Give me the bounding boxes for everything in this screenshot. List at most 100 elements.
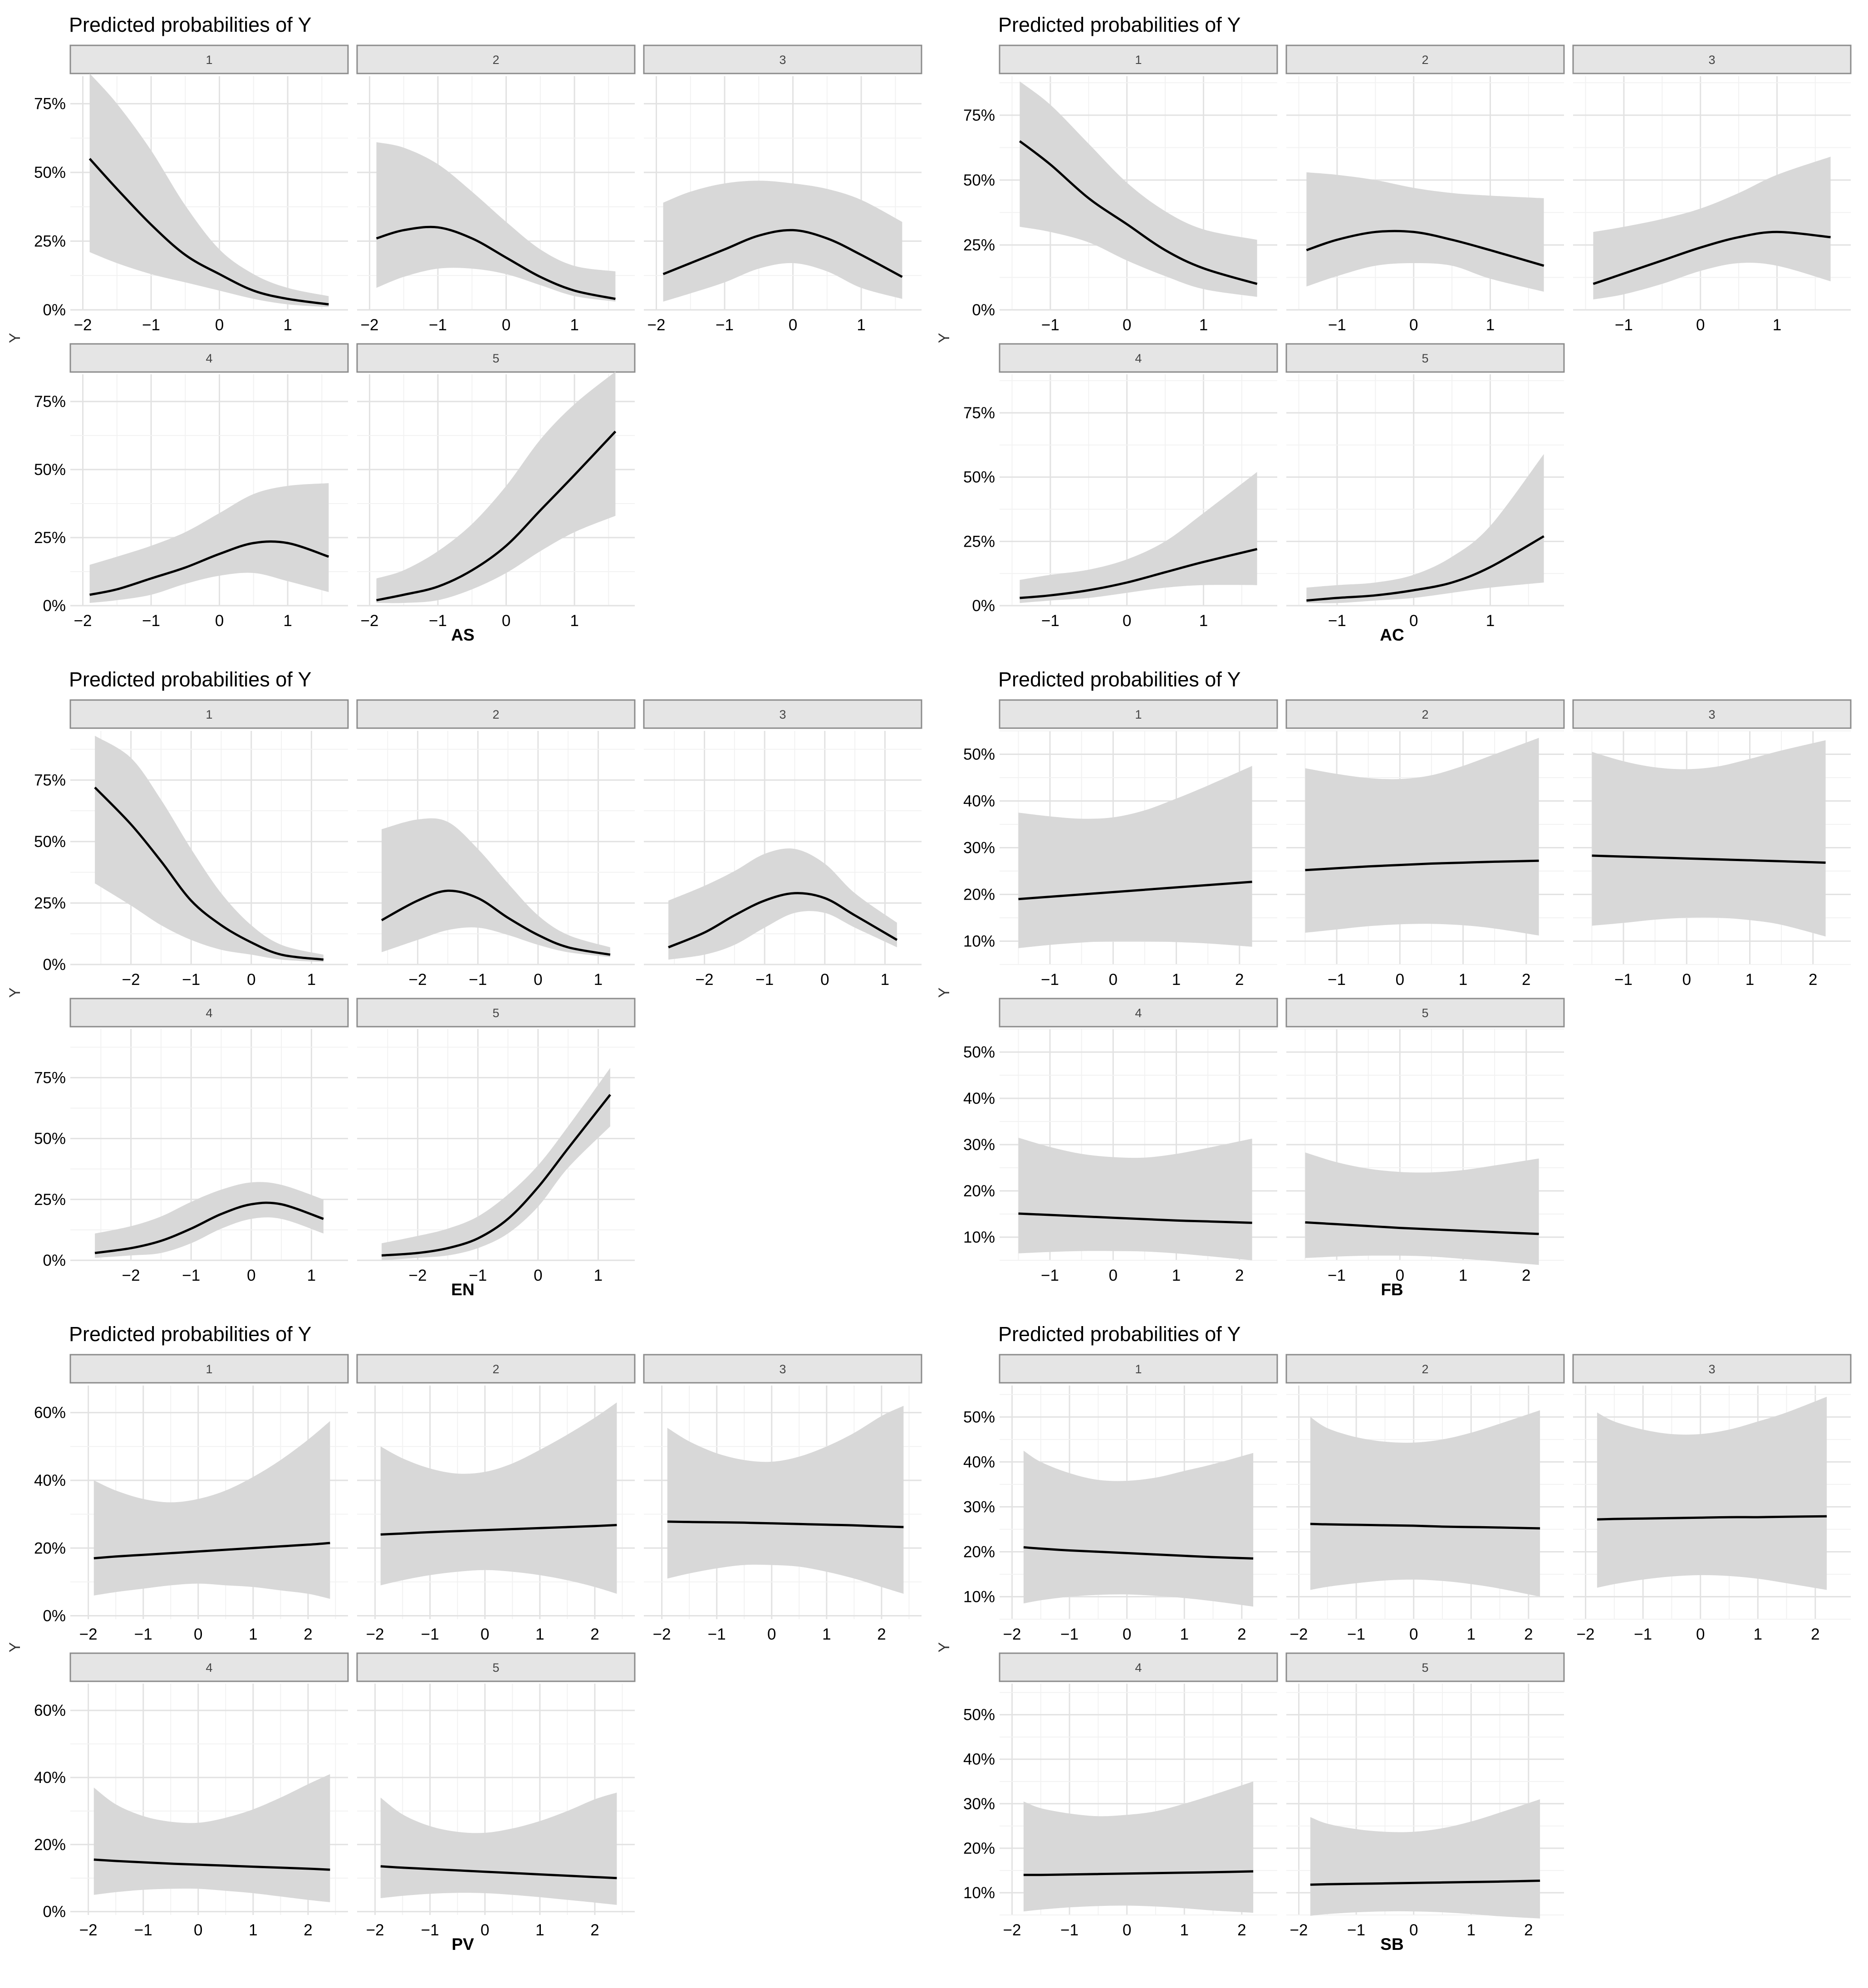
facet-strip (1285, 998, 1565, 1028)
x-tick-label: 2 (304, 1626, 312, 1643)
facet-strip-label: 4 (1135, 1661, 1142, 1675)
predicted-line (88, 158, 329, 306)
facet-strip-label: 1 (1135, 1362, 1142, 1376)
y-tick-label: 0% (972, 301, 995, 319)
facet-strip (69, 1652, 349, 1682)
facet-panel-3: 3 −2 −1 0 1 2 (643, 1354, 922, 1643)
x-tick-label: 2 (1522, 971, 1530, 989)
y-axis-label: Y (936, 333, 953, 343)
x-tick-label: 2 (1237, 1626, 1246, 1643)
x-tick-label: −2 (74, 612, 92, 630)
facet-strip (356, 1652, 636, 1682)
predicted-line (1593, 230, 1831, 285)
x-axis-label: PV (451, 1935, 474, 1954)
y-tick-label: 25% (963, 533, 995, 550)
y-tick-label: 50% (963, 1043, 995, 1061)
y-tick-label: 75% (34, 393, 66, 411)
facet-strip (1285, 1652, 1565, 1682)
y-tick-label: 0% (43, 301, 66, 319)
x-tick-label: −2 (122, 1267, 140, 1284)
facet-strip (356, 44, 636, 74)
facet-strip-label: 3 (1708, 1362, 1715, 1376)
x-tick-label: −1 (1634, 1626, 1652, 1643)
y-tick-label: 20% (963, 1182, 995, 1200)
x-tick-label: −1 (1060, 1921, 1079, 1939)
facet-panel-1: 1 −1 0 1 2 10% 20% 30% 40% 50% (963, 699, 1278, 989)
x-tick-label: −1 (429, 316, 447, 334)
x-tick-label: 0 (1696, 1626, 1705, 1643)
y-tick-label: 20% (963, 1840, 995, 1857)
x-tick-label: 0 (1696, 316, 1705, 334)
facet-strip (1285, 699, 1565, 729)
facet-strip-label: 1 (1135, 53, 1142, 67)
facet-strip (356, 998, 636, 1028)
x-tick-label: −2 (653, 1626, 671, 1643)
predicted-line (1305, 1221, 1539, 1235)
facet-strip (1572, 44, 1852, 74)
facet-strip-label: 2 (492, 53, 499, 67)
x-tick-label: 0 (1682, 971, 1691, 989)
predicted-line (89, 540, 329, 596)
facet-strip (999, 44, 1278, 74)
predicted-line (93, 1858, 330, 1871)
facet-panel-1: 1 −2 −1 0 1 2 10% 20% 30% 40% 50% (963, 1354, 1278, 1643)
confidence-band (668, 848, 897, 960)
x-tick-label: 2 (304, 1921, 312, 1939)
facet-strip (643, 1354, 922, 1384)
facet-panel-1: 1−2 −1 0 1 20%20%40%60% (34, 1354, 349, 1643)
predicted-line (376, 431, 617, 602)
x-tick-label: 2 (1524, 1921, 1533, 1939)
facet-panel-4: 4 −1 0 1 0% 25% 50% 75% (963, 343, 1278, 630)
x-tick-label: 1 (535, 1626, 544, 1643)
predicted-line (380, 1865, 617, 1880)
confidence-band (1018, 766, 1252, 948)
x-tick-label: −2 (361, 612, 379, 630)
predicted-line (1018, 881, 1252, 901)
predicted-line (1019, 140, 1258, 285)
x-tick-label: 2 (1809, 971, 1817, 989)
facet-strip-label: 2 (1422, 53, 1428, 67)
x-tick-label: −1 (182, 1267, 200, 1284)
x-tick-label: 0 (1109, 971, 1118, 989)
x-tick-label: −1 (755, 971, 774, 989)
facet-strip-label: 4 (1135, 1006, 1142, 1020)
facet-panel-3: 3 −1 0 1 (1572, 44, 1852, 334)
x-tick-label: −1 (429, 612, 447, 630)
facet-strip-label: 4 (206, 1006, 212, 1020)
x-tick-label: 1 (1459, 971, 1467, 989)
facet-strip-label: 3 (779, 708, 786, 721)
x-tick-label: −1 (1347, 1921, 1365, 1939)
x-tick-label: −1 (1614, 971, 1633, 989)
x-tick-label: 1 (570, 316, 579, 334)
facet-strip-label: 1 (1135, 708, 1142, 721)
facet-strip-label: 5 (1422, 1006, 1428, 1020)
facet-strip-label: 2 (1422, 1362, 1428, 1376)
y-tick-label: 10% (963, 933, 995, 950)
y-tick-label: 40% (34, 1769, 66, 1787)
x-tick-label: −2 (1003, 1921, 1021, 1939)
y-tick-label: 20% (34, 1836, 66, 1854)
facet-strip-label: 1 (206, 708, 212, 721)
x-tick-label: 0 (1123, 316, 1131, 334)
y-tick-label: 20% (963, 886, 995, 904)
x-tick-label: 0 (480, 1626, 489, 1643)
y-tick-label: 75% (34, 95, 66, 113)
y-tick-label: 0% (43, 597, 66, 615)
facet-strip-label: 4 (206, 1661, 212, 1675)
x-tick-label: 1 (1459, 1267, 1467, 1284)
x-tick-label: −1 (1041, 1267, 1059, 1284)
x-tick-label: −1 (1328, 971, 1346, 989)
predicted-line (667, 1520, 904, 1528)
facet-strip (999, 1354, 1278, 1384)
y-tick-label: 75% (34, 771, 66, 789)
confidence-band (95, 735, 324, 962)
facet-panel-5: 5 −2 −1 0 1 (356, 998, 636, 1284)
confidence-band (667, 1405, 904, 1594)
facet-strip (999, 699, 1278, 729)
predicted-line (376, 225, 616, 300)
y-tick-label: 50% (963, 469, 995, 486)
x-tick-label: 1 (594, 1267, 603, 1284)
facet-strip-label: 5 (1422, 1661, 1428, 1675)
x-tick-label: −2 (79, 1626, 98, 1643)
